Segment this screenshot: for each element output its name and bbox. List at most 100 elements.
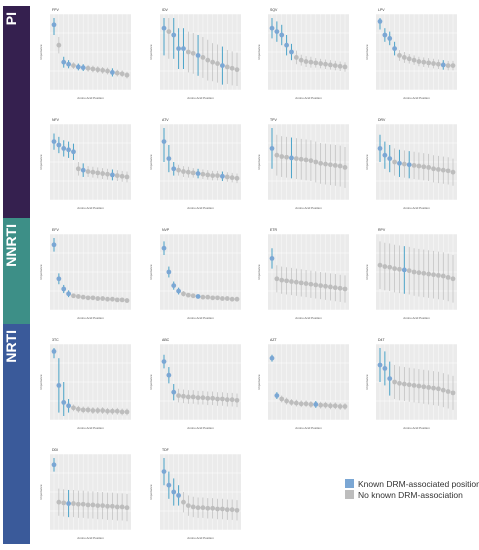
panel-plot: Amino Acid Position Importance: [257, 343, 349, 430]
point-no-drm: [313, 282, 319, 288]
point-no-drm: [406, 268, 412, 274]
panel-plot: Amino Acid Position Importance: [365, 233, 457, 320]
legend-item-known: Known DRM-associated position: [345, 478, 479, 489]
panel-title: FPV: [52, 8, 59, 12]
panel-plot: Amino Acid Position Importance: [257, 233, 349, 320]
panel-title: NFV: [52, 118, 59, 122]
point-no-drm: [71, 293, 76, 299]
point-no-drm: [114, 173, 120, 178]
point-known-drm: [289, 155, 294, 161]
point-no-drm: [195, 505, 201, 511]
point-known-drm: [66, 147, 71, 153]
panel-ddi: Amino Acid Position Importance DDI: [38, 448, 135, 544]
x-axis-label: Amino Acid Position: [295, 316, 322, 320]
panel-nfv: Amino Acid Position Importance NFV: [38, 118, 135, 214]
point-no-drm: [421, 270, 427, 276]
point-no-drm: [450, 169, 456, 175]
y-axis-label: Importance: [149, 44, 153, 59]
point-known-drm: [220, 63, 225, 68]
point-no-drm: [114, 504, 120, 510]
panel-atv: Amino Acid Position Importance ATV: [148, 118, 245, 214]
x-axis-label: Amino Acid Position: [403, 206, 430, 210]
panel-plot: Amino Acid Position Importance: [149, 343, 241, 430]
point-known-drm: [171, 283, 177, 288]
point-known-drm: [220, 173, 225, 179]
point-known-drm: [387, 376, 393, 381]
point-known-drm: [51, 22, 57, 28]
point-known-drm: [176, 46, 181, 51]
point-known-drm: [161, 245, 167, 251]
point-no-drm: [205, 57, 211, 63]
point-no-drm: [85, 407, 91, 413]
y-axis-label: Importance: [257, 44, 261, 59]
point-no-drm: [323, 283, 328, 289]
point-no-drm: [124, 72, 130, 78]
point-no-drm: [298, 57, 304, 63]
point-known-drm: [51, 462, 57, 468]
x-axis-label: Amino Acid Position: [403, 96, 430, 100]
point-no-drm: [224, 64, 230, 70]
point-known-drm: [51, 139, 57, 144]
point-no-drm: [95, 170, 101, 176]
panel-title: SQV: [270, 8, 278, 12]
panel-etr: Amino Acid Position Importance ETR: [256, 228, 353, 324]
point-no-drm: [274, 276, 280, 282]
point-no-drm: [90, 408, 96, 413]
point-no-drm: [80, 407, 86, 413]
panel-title: IDV: [162, 8, 168, 12]
x-axis-label: Amino Acid Position: [77, 96, 104, 100]
point-no-drm: [416, 59, 422, 64]
point-no-drm: [185, 503, 191, 508]
point-no-drm: [205, 294, 211, 300]
point-no-drm: [279, 277, 285, 283]
point-known-drm: [161, 139, 167, 144]
point-no-drm: [323, 161, 328, 167]
y-axis-label: Importance: [365, 264, 369, 279]
point-no-drm: [332, 163, 338, 168]
point-no-drm: [274, 152, 280, 158]
point-no-drm: [303, 281, 309, 286]
x-axis-label: Amino Acid Position: [77, 536, 104, 540]
point-no-drm: [450, 63, 456, 68]
point-no-drm: [440, 167, 446, 173]
point-no-drm: [234, 507, 240, 513]
point-no-drm: [337, 404, 343, 409]
point-no-drm: [56, 499, 62, 505]
point-no-drm: [75, 294, 81, 299]
panel-fpv: Amino Acid Position Importance FPV: [38, 8, 135, 104]
point-known-drm: [166, 269, 172, 275]
point-no-drm: [215, 61, 220, 66]
point-no-drm: [215, 295, 220, 301]
point-no-drm: [416, 270, 422, 276]
point-no-drm: [328, 403, 333, 409]
point-no-drm: [328, 284, 333, 290]
point-no-drm: [100, 503, 106, 508]
x-axis-label: Amino Acid Position: [77, 206, 104, 210]
point-no-drm: [119, 297, 125, 303]
point-no-drm: [436, 167, 441, 172]
point-no-drm: [406, 382, 412, 388]
band-label-nrti: NRTI: [3, 330, 19, 363]
point-no-drm: [220, 506, 225, 512]
point-known-drm: [274, 29, 280, 34]
point-no-drm: [397, 266, 402, 272]
panel-title: ATV: [162, 118, 169, 122]
point-no-drm: [85, 502, 91, 508]
panel-plot: Amino Acid Position Importance: [149, 13, 241, 100]
point-no-drm: [119, 71, 125, 77]
point-no-drm: [210, 505, 216, 511]
panel-plot: Amino Acid Position Importance: [39, 123, 131, 210]
point-no-drm: [293, 55, 299, 60]
point-no-drm: [110, 503, 115, 509]
point-no-drm: [436, 386, 441, 392]
point-no-drm: [119, 409, 125, 415]
point-no-drm: [293, 156, 299, 161]
panel-plot: Amino Acid Position Importance: [257, 123, 349, 210]
point-known-drm: [166, 372, 172, 378]
point-known-drm: [66, 403, 71, 409]
point-no-drm: [308, 59, 314, 65]
point-no-drm: [220, 296, 225, 301]
point-known-drm: [80, 65, 86, 71]
point-no-drm: [210, 173, 216, 178]
point-no-drm: [445, 168, 451, 174]
